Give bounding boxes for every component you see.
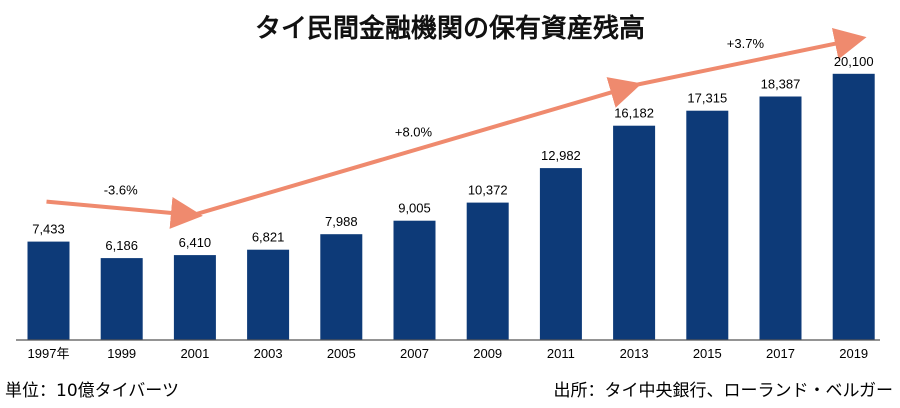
growth-arrow-0 — [46, 196, 203, 229]
x-tick-label-8: 2013 — [620, 346, 649, 361]
x-tick-label-7: 2011 — [547, 346, 575, 361]
value-label-6: 10,372 — [468, 183, 508, 198]
bar-9 — [686, 110, 729, 340]
growth-label-0: -3.6% — [104, 182, 138, 197]
bar-3 — [247, 249, 290, 340]
bar-0 — [27, 241, 70, 340]
x-tick-label-10: 2017 — [766, 346, 795, 361]
x-tick-labels: 1997年 1999 2001 2003 2005 2007 2009 2011 2013 201… — [28, 346, 869, 361]
x-tick-label-4: 2005 — [327, 346, 356, 361]
bar-2 — [173, 255, 216, 340]
bar-7 — [539, 168, 582, 340]
growth-label-2: +3.7% — [727, 36, 765, 51]
value-label-5: 9,005 — [398, 201, 431, 216]
value-label-8: 16,182 — [614, 106, 654, 121]
bars-group: 7,433 6,186 6,410 6,821 7,988 9,005 10,372 12,9… — [27, 54, 875, 341]
growth-arrows: -3.6% +8.0% +3.7% — [46, 27, 867, 229]
bar-4 — [320, 234, 363, 340]
bar-5 — [393, 220, 436, 340]
unit-note: 単位：10億タイバーツ — [5, 381, 179, 401]
value-label-11: 20,100 — [834, 54, 874, 69]
value-label-3: 6,821 — [252, 230, 285, 245]
chart-title: タイ民間金融機関の保有資産残高 — [255, 13, 645, 44]
value-label-10: 18,387 — [761, 77, 801, 92]
bar-1 — [100, 258, 143, 340]
bar-6 — [466, 202, 509, 340]
value-label-2: 6,410 — [179, 235, 212, 250]
value-label-0: 7,433 — [32, 222, 65, 237]
value-label-4: 7,988 — [325, 214, 358, 229]
x-tick-label-2: 2001 — [180, 346, 209, 361]
bar-11 — [832, 73, 875, 341]
growth-arrow-1 — [192, 77, 642, 218]
x-tick-label-3: 2003 — [254, 346, 283, 361]
bar-10 — [759, 96, 802, 340]
x-tick-label-1: 1999 — [107, 346, 136, 361]
source-note: 出所：タイ中央銀行、ローランド・ベルガー — [554, 381, 894, 401]
x-tick-label-5: 2007 — [400, 346, 429, 361]
growth-arrow-2 — [631, 27, 867, 88]
x-tick-label-9: 2015 — [693, 346, 722, 361]
x-tick-label-6: 2009 — [473, 346, 502, 361]
x-tick-label-11: 2019 — [839, 346, 868, 361]
growth-label-1: +8.0% — [395, 124, 433, 139]
value-label-9: 17,315 — [687, 91, 727, 106]
x-tick-label-0: 1997年 — [28, 346, 70, 361]
value-label-1: 6,186 — [105, 238, 138, 253]
bar-8 — [613, 125, 656, 340]
value-label-7: 12,982 — [541, 148, 581, 163]
